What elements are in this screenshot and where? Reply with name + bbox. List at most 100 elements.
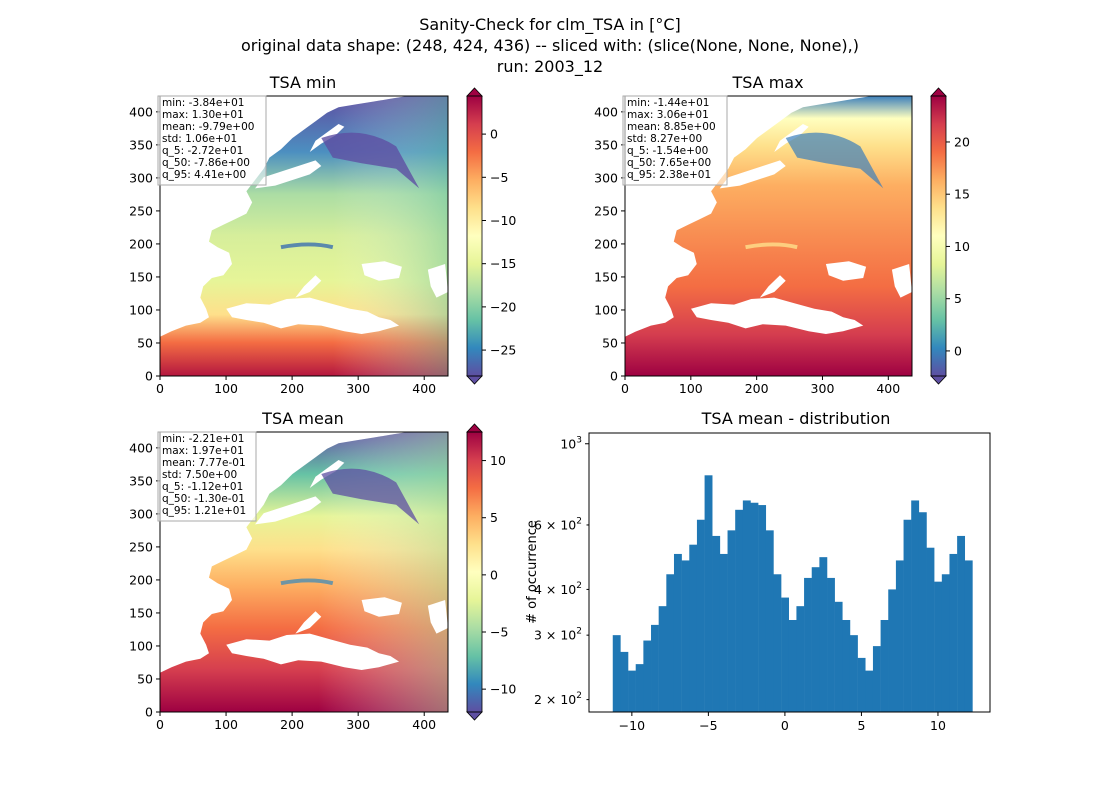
histogram-bar <box>865 670 874 712</box>
colorbar-tick-label: −5 <box>490 625 508 640</box>
stat-max: max: 3.06e+01 <box>627 109 709 121</box>
panel-distribution: TSA mean - distribution −10 −5 0 5 10 2 × 102… <box>525 409 991 733</box>
x-tick-label: 100 <box>214 381 238 396</box>
y-tick-label: 6 × 102 <box>534 516 582 532</box>
y-tick-label: 100 <box>129 638 153 653</box>
panel-tsa-min: TSA min 0 100 200 300 400 0 50 100 150 200 250 300 3… <box>129 73 516 396</box>
histogram-bar <box>834 601 843 712</box>
colorbar-extend-top <box>466 423 483 433</box>
histogram-bar <box>735 509 744 712</box>
stats-box: min: -3.84e+01 max: 1.30e+01 mean: -9.79… <box>157 95 267 186</box>
histogram-bar <box>804 577 812 712</box>
histogram-bar <box>941 574 950 712</box>
histogram-bar <box>934 581 943 712</box>
histogram-bar <box>888 589 897 712</box>
panel-title: TSA mean <box>261 409 344 428</box>
histogram-bar <box>926 547 935 712</box>
colorbar-tick-label: 10 <box>490 453 506 468</box>
histogram-bar <box>903 519 912 712</box>
histogram-bar <box>666 574 675 712</box>
x-tick-label: 10 <box>930 718 946 733</box>
histogram-bar <box>781 597 790 712</box>
histogram-bar <box>704 475 713 712</box>
panel-tsa-mean: TSA mean 0 100 200 300 400050100150200250300… <box>129 409 516 732</box>
colorbar-tick-label: 15 <box>954 187 970 202</box>
x-tick-label: 5 <box>857 718 865 733</box>
stat-q50: q_50: -7.86e+00 <box>162 157 250 169</box>
histogram-bar <box>895 560 904 712</box>
stat-q50: q_50: 7.65e+00 <box>627 157 711 169</box>
stat-q95: q_95: 2.38e+01 <box>627 169 711 181</box>
y-tick-label: 150 <box>129 269 153 284</box>
y-tick-label: 100 <box>129 302 153 317</box>
histogram-bar <box>964 560 973 712</box>
histogram-bar <box>773 574 782 712</box>
histogram-bar <box>796 606 805 712</box>
x-tick-label: 0 <box>156 381 164 396</box>
x-tick-label: 300 <box>811 381 835 396</box>
histogram-bar <box>857 657 866 712</box>
y-tick-label: 0 <box>145 705 153 720</box>
histogram-bar <box>842 619 851 712</box>
y-tick-label: 300 <box>129 170 153 185</box>
histogram-bar <box>788 619 797 712</box>
x-tick-label: 0 <box>156 717 164 732</box>
stat-std: std: 8.27e+00 <box>627 133 702 145</box>
stat-min: min: -2.21e+01 <box>162 433 244 445</box>
figure-title-line-3: run: 2003_12 <box>497 57 603 77</box>
stat-min: min: -1.44e+01 <box>627 97 709 109</box>
y-tick-label: 50 <box>137 335 153 350</box>
y-tick-label: 103 <box>560 435 582 451</box>
y-tick-label: 150 <box>594 269 618 284</box>
y-tick-label: 0 <box>145 369 153 384</box>
plot-frame <box>624 95 913 377</box>
histogram-bar <box>727 530 736 712</box>
colorbar-gradient <box>467 96 482 376</box>
histogram-axes: −10 −5 0 5 10 2 × 102 3 × 102 4 × 102 6 × 102 103 <box>534 435 946 733</box>
y-tick-label: 200 <box>129 236 153 251</box>
colorbar-extend-top <box>466 87 483 97</box>
figure-title: Sanity-Check for clm_TSA in [°C] origina… <box>241 15 859 77</box>
colorbar-tick-label: −10 <box>490 682 516 697</box>
colorbar: −25 −20 −15 −10 −5 0 <box>466 87 516 385</box>
histogram-bar <box>758 505 767 712</box>
histogram-bar <box>712 535 721 712</box>
histogram-bar <box>949 553 958 712</box>
y-tick-label: 300 <box>594 170 618 185</box>
colorbar-tick-label: 0 <box>490 127 498 142</box>
y-tick-label: 4 × 102 <box>534 581 582 597</box>
stats-box: min: -2.21e+01 max: 1.97e+01 mean: 7.77e… <box>157 431 257 522</box>
y-tick-label: 250 <box>594 203 618 218</box>
histogram-bar <box>651 624 659 712</box>
histogram-bar <box>612 635 621 712</box>
histogram-bar <box>719 553 728 712</box>
histogram-bars <box>612 475 973 712</box>
histogram-bar <box>827 577 835 712</box>
colorbar-tick-label: 5 <box>954 291 962 306</box>
x-tick-label: 300 <box>346 381 370 396</box>
colorbar-tick-label: 10 <box>954 239 970 254</box>
y-axis-label: # of occurrence <box>525 520 540 624</box>
x-tick-label: 400 <box>412 381 436 396</box>
y-tick-label: 100 <box>594 302 618 317</box>
colorbar-tick-label: 0 <box>490 567 498 582</box>
plot-frame <box>588 432 991 713</box>
histogram-bar <box>673 553 682 712</box>
x-tick-label: −5 <box>699 718 717 733</box>
stat-q95: q_95: 1.21e+01 <box>162 505 246 517</box>
panel-tsa-max: TSA max 0 100 200 300 4000501001502002503003… <box>594 73 970 396</box>
colorbar-frame <box>466 431 483 713</box>
stat-q50: q_50: -1.30e-01 <box>162 493 245 505</box>
x-tick-label: 100 <box>214 717 238 732</box>
y-tick-label: 0 <box>610 369 618 384</box>
map-axes: 0 100 200 300 400 0 50 100 150 200 250 300 350 400 <box>129 104 436 396</box>
colorbar-tick-label: −25 <box>490 343 516 358</box>
x-tick-label: 0 <box>781 718 789 733</box>
stat-min: min: -3.84e+01 <box>162 97 244 109</box>
plot-frame <box>159 95 449 377</box>
stat-mean: mean: 7.77e-01 <box>162 457 246 469</box>
colorbar-gradient <box>931 96 946 376</box>
colorbar-tick-label: 0 <box>954 343 962 358</box>
stat-max: max: 1.97e+01 <box>162 445 244 457</box>
stat-std: std: 1.06e+01 <box>162 133 237 145</box>
